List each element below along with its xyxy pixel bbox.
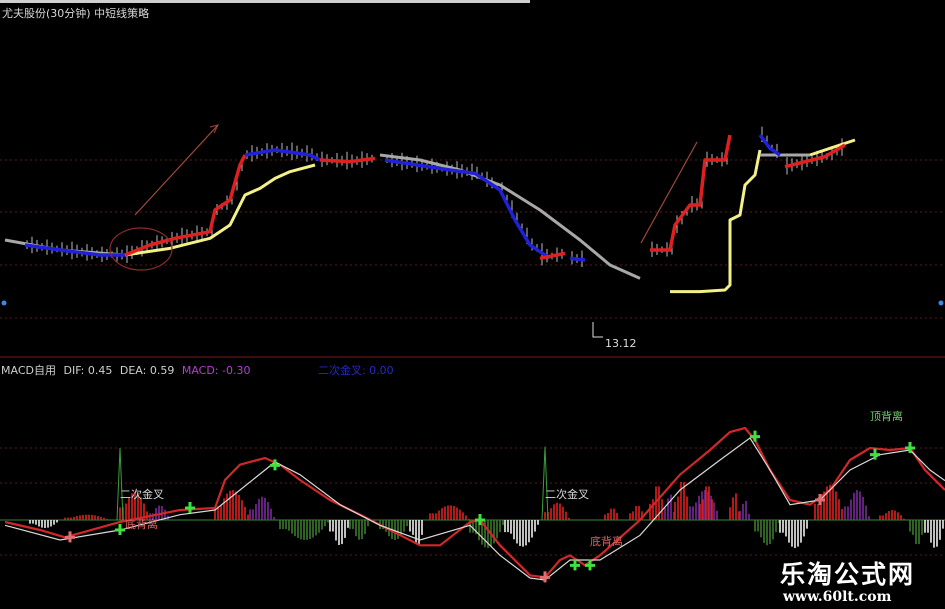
fast-trend-line	[569, 256, 586, 262]
fast-trend-line	[384, 158, 551, 260]
golden-cross-icon	[475, 514, 485, 525]
fast-trend-line	[650, 134, 732, 252]
scroll-marker-right	[938, 300, 944, 306]
golden-cross-icon	[115, 524, 125, 535]
dif-value: DIF: 0.45	[63, 364, 113, 377]
dea-value: DEA: 0.59	[119, 364, 175, 377]
arrow-head-icon	[209, 124, 219, 134]
highlight-ellipse	[109, 227, 173, 271]
golden-cross-icon	[870, 448, 880, 460]
fast-trend-line	[24, 243, 125, 257]
fast-trend-line	[539, 251, 566, 261]
watermark-url: www.60lt.com	[783, 589, 892, 605]
golden-cross-icon	[750, 430, 760, 442]
fast-trend-line	[244, 148, 321, 162]
macd-annotation: 底背离	[590, 535, 623, 548]
fast-trend-line	[319, 156, 376, 164]
watermark-name: 乐淘公式网	[780, 560, 916, 589]
window-top-strip	[0, 0, 530, 3]
macd-annotation: 二次金叉	[545, 488, 589, 502]
signal-spike	[541, 446, 549, 521]
fast-trend-line	[124, 154, 247, 257]
second-cross-value: 二次金叉: 0.00	[317, 364, 394, 377]
golden-cross-icon	[905, 442, 915, 453]
death-cross-icon	[815, 494, 825, 505]
slow-trend-line	[4, 238, 126, 257]
trend-line-annotation	[640, 141, 698, 244]
macd-annotation: 二次金叉	[120, 488, 164, 502]
signal-spike	[116, 447, 124, 521]
macd-indicator-name: MACD自用	[1, 364, 56, 377]
trend-arrow-annotation	[134, 124, 219, 216]
scroll-marker-left	[1, 300, 7, 306]
chart-title: 尤夫股份(30分钟) 中短线策略	[2, 7, 150, 20]
golden-cross-icon	[570, 559, 580, 571]
macd-value: MACD: -0.30	[181, 364, 251, 377]
low-price-label: 13.12	[605, 337, 637, 350]
death-cross-icon	[540, 571, 550, 583]
macd-annotation: 底背离	[125, 518, 158, 532]
slow-trend-line	[670, 149, 762, 294]
slow-trend-line	[124, 163, 316, 257]
macd-header: MACD自用 DIF: 0.45 DEA: 0.59 MACD: -0.30 二…	[1, 362, 398, 378]
slow-trend-line	[809, 138, 856, 157]
golden-cross-icon	[270, 459, 280, 471]
low-marker-icon	[592, 322, 603, 338]
golden-cross-icon	[585, 559, 595, 571]
death-cross-icon	[65, 531, 75, 543]
fast-trend-line	[758, 133, 781, 157]
slow-trend-line	[379, 153, 641, 280]
golden-cross-icon	[185, 502, 195, 513]
macd-annotation: 顶背离	[870, 409, 903, 423]
fast-trend-line	[784, 143, 846, 169]
